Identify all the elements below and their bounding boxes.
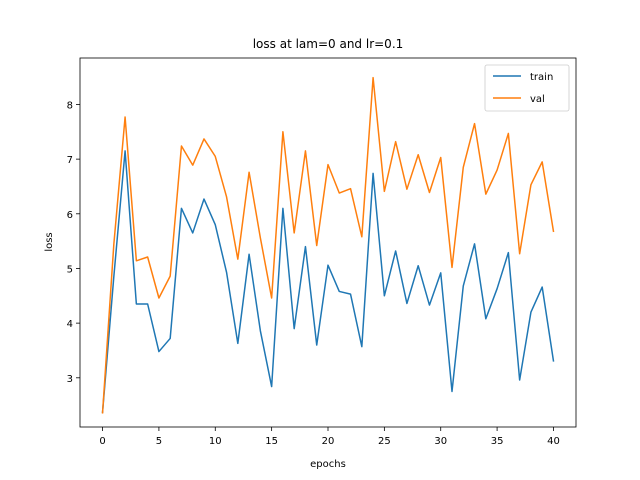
x-tick-label: 25 — [378, 436, 391, 447]
x-tick-label: 40 — [547, 436, 560, 447]
x-tick-label: 35 — [491, 436, 504, 447]
x-tick-label: 30 — [434, 436, 447, 447]
legend-label-val: val — [530, 94, 545, 105]
y-axis-label: loss — [44, 232, 55, 251]
axes-ticks: 0 5 10 15 20 25 30 35 40 3 4 5 6 7 8 — [67, 100, 560, 447]
legend: train val — [484, 64, 570, 112]
y-tick-label: 4 — [67, 319, 73, 330]
x-tick-label: 5 — [156, 436, 162, 447]
y-tick-label: 6 — [67, 210, 73, 221]
plot-area — [101, 76, 555, 414]
y-tick-label: 7 — [67, 155, 73, 166]
x-tick-label: 0 — [99, 436, 105, 447]
x-tick-label: 20 — [322, 436, 335, 447]
y-tick-label: 3 — [67, 374, 73, 385]
x-axis-label: epochs — [310, 459, 346, 470]
x-tick-label: 10 — [209, 436, 222, 447]
legend-frame — [484, 64, 570, 112]
y-tick-label: 5 — [67, 264, 73, 275]
legend-label-train: train — [530, 72, 553, 83]
y-tick-label: 8 — [67, 100, 73, 111]
x-tick-label: 15 — [265, 436, 278, 447]
chart-title: loss at lam=0 and lr=0.1 — [253, 37, 404, 51]
